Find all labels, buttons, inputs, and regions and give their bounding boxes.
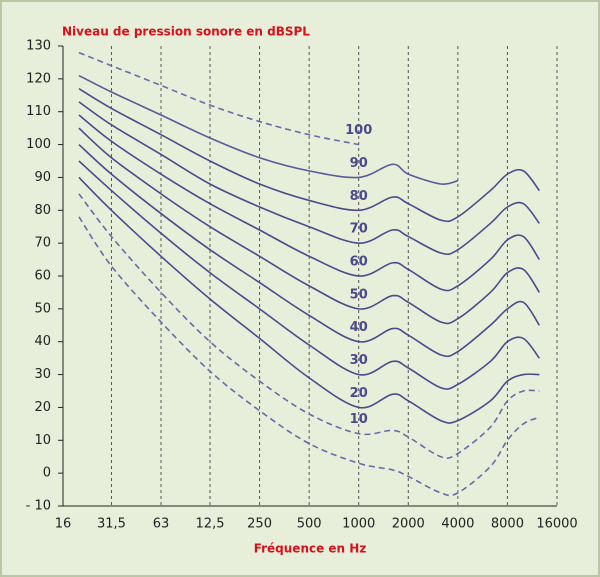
contour-line (78, 176, 540, 424)
x-tick-label: 500 (297, 517, 322, 532)
series-label: 20 (350, 386, 368, 401)
x-tick-label: 8000 (491, 517, 524, 532)
y-tick-label: 30 (34, 367, 51, 382)
series-label: 100 (345, 123, 372, 138)
series-label: 40 (350, 320, 368, 335)
contour-line (78, 216, 540, 497)
y-tick-label: 90 (34, 170, 51, 185)
x-axis-label: Fréquence en Hz (254, 542, 367, 556)
series-label: 70 (350, 222, 368, 237)
contour-line (78, 114, 541, 292)
y-tick-label: 80 (34, 203, 51, 218)
y-tick-label: 50 (34, 301, 51, 316)
x-tick-label: 250 (247, 517, 272, 532)
y-tick-label: 100 (26, 137, 51, 152)
x-tick-label: 63 (153, 517, 170, 532)
contour-line (78, 143, 541, 358)
y-tick-label: 40 (34, 334, 51, 349)
x-tick-label: 16000 (536, 517, 577, 532)
contour-line (78, 127, 541, 325)
series-label: 80 (350, 189, 368, 204)
y-tick-label: 110 (26, 104, 51, 119)
contour-line (78, 51, 359, 146)
y-tick-label: 10 (34, 433, 51, 448)
x-tick-label: 12,5 (196, 517, 225, 532)
y-tick-label: 120 (26, 71, 51, 86)
x-tick-label: 31,5 (97, 517, 126, 532)
contour-line (78, 88, 540, 223)
y-tick-label: 20 (34, 400, 51, 415)
y-tick-label: 60 (34, 269, 51, 284)
contour-line (78, 193, 540, 459)
chart-title: Niveau de pression sonore en dBSPL (62, 25, 310, 39)
series-label: 10 (350, 412, 368, 427)
contour-line (78, 160, 540, 390)
x-tick-label: 16 (55, 517, 72, 532)
contour-line (78, 101, 540, 256)
series-label: 50 (350, 287, 368, 302)
contour-line (78, 74, 459, 185)
x-tick-label: 4000 (441, 517, 474, 532)
series-label: 30 (350, 353, 368, 368)
y-tick-label: 0 (43, 466, 51, 481)
x-tick-label: 2000 (392, 517, 425, 532)
y-tick-label: 70 (34, 236, 51, 251)
y-tick-label: - 10 (26, 499, 51, 514)
series-label: 90 (350, 156, 368, 171)
x-tick-label: 1000 (342, 517, 375, 532)
series-label: 60 (350, 255, 368, 270)
y-tick-label: 130 (26, 39, 51, 54)
